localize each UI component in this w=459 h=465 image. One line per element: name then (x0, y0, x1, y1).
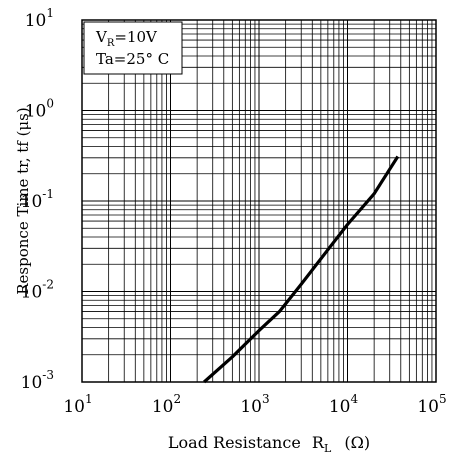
legend-box: VR=10V Ta=25° C (83, 21, 183, 75)
x-tick-label: 103 (240, 392, 269, 417)
x-tick-labels: 101 102 103 104 105 (63, 392, 446, 417)
y-tick-labels: 101 100 10-1 10-2 10-3 (21, 6, 54, 393)
x-tick-label: 102 (152, 392, 181, 417)
x-tick-label: 101 (63, 392, 92, 417)
y-axis-title: Responce Time tr, tf (μs) (14, 107, 32, 294)
grid-layer (82, 20, 436, 382)
y-tick-label: 10-2 (21, 278, 54, 303)
condition-vr-label: VR=10V (95, 28, 158, 49)
x-axis-title: Load Resistance RL (Ω) (168, 433, 370, 456)
x-tick-label: 105 (417, 392, 446, 417)
series-layer (203, 155, 400, 384)
y-tick-label: 101 (25, 6, 54, 31)
condition-ta-label: Ta=25° C (96, 50, 169, 68)
y-tick-label: 100 (25, 97, 54, 122)
y-tick-label: 10-3 (21, 368, 54, 393)
x-tick-label: 104 (329, 392, 359, 417)
y-tick-label: 10-1 (21, 187, 54, 212)
series-line (203, 155, 400, 384)
plot-frame (81, 19, 437, 383)
